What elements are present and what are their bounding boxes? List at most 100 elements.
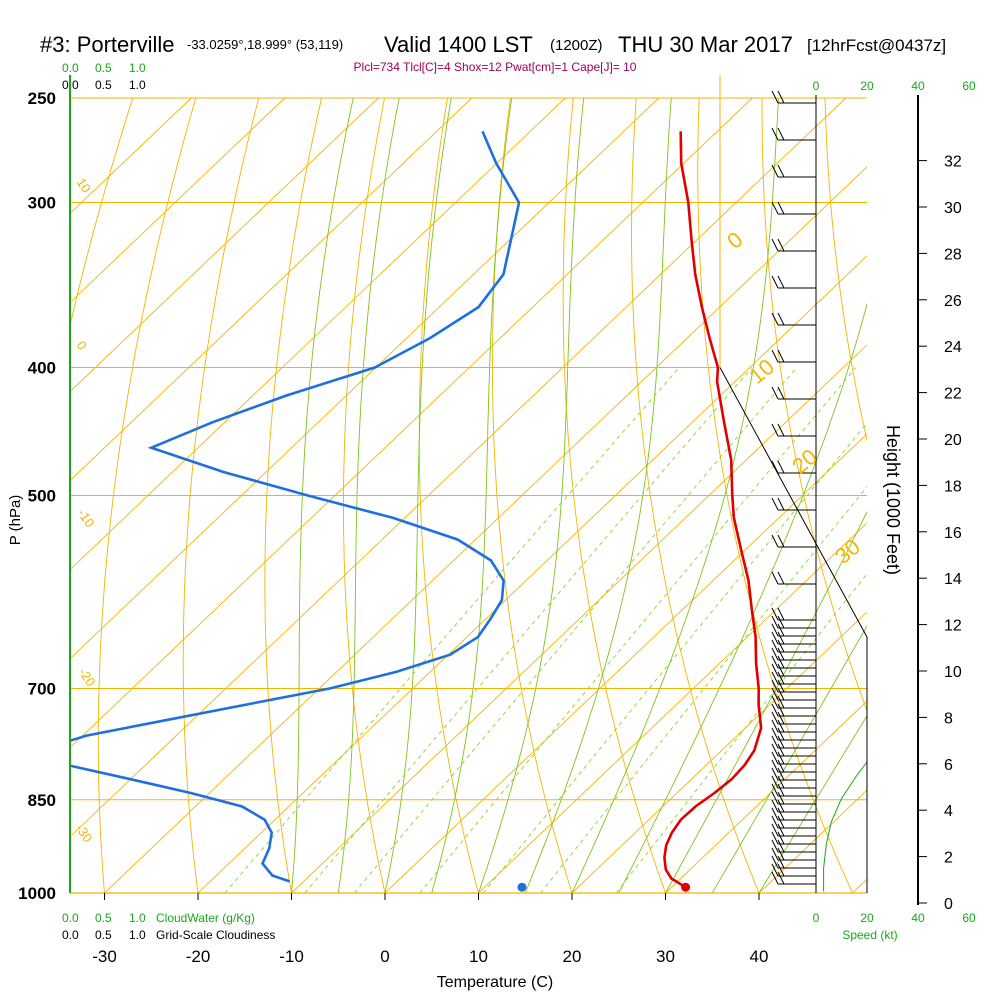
speed-profile-line	[823, 761, 867, 892]
wind-barb-flag	[777, 815, 785, 829]
forecast-hour: [12hrFcst@0437z]	[807, 36, 946, 55]
wind-barb-flag	[771, 871, 779, 885]
cloudwater-tick: 1.0	[129, 911, 146, 925]
moist-adiabat-line	[384, 97, 452, 894]
wind-barb-flag	[777, 703, 785, 717]
cloudwater-tick: 0.5	[95, 911, 112, 925]
wind-barb-flag	[771, 615, 779, 629]
speed-tick: 20	[860, 79, 874, 93]
wind-barb-flag	[777, 831, 785, 845]
wind-barb-flag	[771, 807, 779, 821]
wind-barb-flag	[777, 201, 785, 215]
valid-time: Valid 1400 LST	[384, 32, 533, 57]
wind-barb-flag	[771, 711, 779, 725]
wind-barb-flag	[777, 775, 785, 789]
wind-barb-flag	[771, 823, 779, 837]
wind-barb-flag	[771, 623, 779, 637]
wind-barb-flag	[771, 863, 779, 877]
height-tick-label: 12	[944, 618, 962, 635]
surface-temp-dot	[681, 882, 691, 892]
plot-marks	[70, 90, 867, 892]
wind-barb-flag	[777, 127, 785, 141]
wind-barb-flag	[771, 727, 779, 741]
wind-barb-flag	[777, 623, 785, 637]
cloudwater-label: CloudWater (g/Kg)	[156, 911, 255, 925]
dry-adiabat-line	[182, 97, 260, 894]
height-tick-label: 4	[944, 803, 953, 820]
wind-barb-flag	[777, 534, 785, 548]
forecast-date: THU 30 Mar 2017	[618, 32, 793, 57]
speed-scale: 0 20 40 60 0 20 40 60 Speed (kt)	[813, 79, 976, 942]
wind-barb-flag	[777, 607, 785, 621]
wind-barb-flag	[771, 164, 779, 178]
cloud-scale-bottom: 0.0 0.5 1.0 CloudWater (g/Kg) 0.0 0.5 1.…	[62, 911, 275, 942]
cloudiness-tick: 1.0	[129, 78, 146, 92]
pressure-tick-label: 850	[28, 791, 56, 810]
dry-adiabat-label: 10	[74, 175, 95, 195]
wind-barb-flag	[771, 607, 779, 621]
x-tick-label: 20	[563, 947, 582, 966]
isotherm-line	[478, 522, 867, 894]
frame-diagonal-line	[719, 367, 868, 893]
wind-barb-flag	[771, 799, 779, 813]
surface-dewpoint-dot	[517, 882, 527, 892]
x-tick-label: -20	[186, 947, 211, 966]
wind-barb-flag	[777, 839, 785, 853]
dewpoint-line	[70, 130, 521, 883]
wind-barb-flag	[777, 823, 785, 837]
speed-tick: 40	[911, 911, 925, 925]
isotherm-line	[70, 97, 473, 482]
x-tick-label: 10	[469, 947, 488, 966]
moist-adiabat-line	[431, 97, 513, 894]
dry-adiabat-line	[631, 97, 760, 894]
cloudwater-tick: 1.0	[129, 61, 146, 75]
speed-tick: 0	[813, 79, 820, 93]
wind-barb-flag	[771, 839, 779, 853]
wind-barb-flag	[777, 719, 785, 733]
wind-barb-flag	[777, 759, 785, 773]
dry-adiabat-line	[418, 97, 479, 894]
wind-barb-flag	[777, 497, 785, 511]
x-tick-label: 40	[750, 947, 769, 966]
wind-barb-flag	[771, 855, 779, 869]
height-tick-label: 8	[944, 710, 953, 727]
wind-barb-flag	[777, 349, 785, 363]
wind-barb-flag	[777, 312, 785, 326]
y-axis-title: P (hPa)	[7, 495, 24, 546]
wind-barb-flag	[777, 767, 785, 781]
wind-barb-flag	[777, 791, 785, 805]
moist-adiabat-line	[571, 97, 779, 894]
wind-barb-flag	[771, 90, 779, 104]
station-title: #3: Porterville	[40, 32, 175, 57]
wind-barb-flag	[771, 423, 779, 437]
wind-barb-flag	[777, 647, 785, 661]
pressure-tick-label: 500	[28, 487, 56, 506]
height-tick-label: 16	[944, 525, 962, 542]
wind-barb-flag	[771, 695, 779, 709]
wind-barb-flag	[771, 571, 779, 585]
cloudiness-tick: 0.5	[95, 928, 112, 942]
wind-barb-flag	[771, 703, 779, 717]
moist-adiabat-label: 20	[787, 444, 822, 479]
cloudiness-tick: 1.0	[129, 928, 146, 942]
wind-barb-flag	[771, 639, 779, 653]
speed-tick: 60	[962, 79, 976, 93]
wind-barb-flag	[777, 571, 785, 585]
speed-tick: 40	[911, 79, 925, 93]
moist-adiabat-line	[524, 97, 672, 894]
isotherm-line	[665, 700, 867, 894]
moist-adiabat-label: 30	[830, 534, 865, 569]
wind-barb-flag	[771, 534, 779, 548]
wind-barb-flag	[771, 751, 779, 765]
cloudwater-tick: 0.5	[95, 61, 112, 75]
wind-barb-flag	[777, 655, 785, 669]
height-axis-title: Height (1000 Feet)	[883, 425, 903, 575]
wind-barb-flag	[777, 164, 785, 178]
height-tick-label: 32	[944, 154, 962, 171]
wind-barb-flag	[777, 871, 785, 885]
wind-barb-flag	[777, 238, 785, 252]
height-tick-label: 26	[944, 293, 962, 310]
moist-adiabat-line	[665, 511, 867, 894]
wind-barb-flag	[771, 655, 779, 669]
speed-tick: 60	[962, 911, 976, 925]
